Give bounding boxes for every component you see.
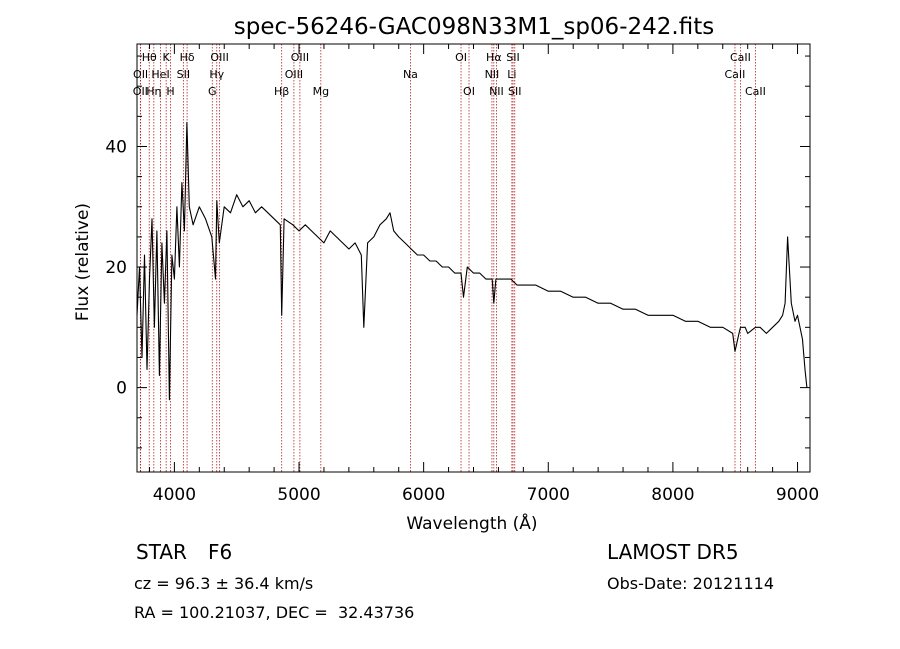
line-label-8: Hδ [180, 51, 195, 64]
coordinates: RA = 100.21037, DEC = 32.43736 [134, 603, 415, 622]
x-tick-label-7000: 7000 [527, 485, 570, 505]
line-label-21: NII [489, 85, 504, 98]
x-tick-label-4000: 4000 [153, 485, 196, 505]
line-label-2: Hθ [142, 51, 157, 64]
line-label-10: Hγ [209, 68, 224, 81]
line-label-3: Hη [146, 85, 161, 98]
object-subclass: F6 [208, 540, 233, 564]
chart-title: spec-56246-GAC098N33M1_sp06-242.fits [234, 14, 714, 40]
line-label-16: Na [403, 68, 418, 81]
y-tick-label-0: 0 [116, 379, 127, 399]
line-label-7: SII [177, 68, 190, 81]
line-label-24: SII [508, 85, 521, 98]
x-tick-label-5000: 5000 [277, 485, 320, 505]
line-label-1: OII [133, 68, 148, 81]
line-markers [139, 44, 756, 472]
plot-frame [136, 43, 811, 473]
line-label-15: Mg [313, 85, 329, 98]
x-tick-label-6000: 6000 [402, 485, 445, 505]
x-axis-label: Wavelength (Å) [406, 512, 537, 534]
y-axis-label: Flux (relative) [73, 203, 93, 321]
line-label-22: Li [507, 68, 516, 81]
line-label-4: HeI [151, 68, 169, 81]
line-label-23: SII [506, 51, 519, 64]
survey-name: LAMOST DR5 [607, 540, 739, 564]
x-tick-label-8000: 8000 [651, 485, 694, 505]
object-class: STAR [136, 540, 187, 564]
observation-date: Obs-Date: 20121114 [607, 574, 775, 593]
spectrum-line-0 [136, 121, 808, 401]
line-label-18: OI [463, 85, 475, 98]
x-tick-label-9000: 9000 [776, 485, 819, 505]
line-label-6: H [166, 85, 174, 98]
line-label-5: K [163, 51, 171, 64]
line-label-20: Hα [486, 51, 502, 64]
spectrum-series [136, 121, 808, 401]
y-tick-label-40: 40 [105, 137, 127, 157]
line-label-25: CaII [725, 68, 746, 81]
line-label-14: OIII [291, 51, 309, 64]
line-label-26: CaII [730, 51, 751, 64]
tick-labels: 4000 5000 6000 7000 8000 9000 0 20 40 [105, 137, 819, 505]
y-tick-label-20: 20 [105, 258, 127, 278]
line-labels: OIIOIIHθHηHeIKHSIIHδGHγOIIIHβOIIIOIIIMgN… [133, 51, 766, 98]
axis-ticks [137, 44, 810, 472]
redshift-velocity: cz = 96.3 ± 36.4 km/s [134, 574, 314, 593]
line-label-12: Hβ [274, 85, 289, 98]
line-label-27: CaII [745, 85, 766, 98]
line-label-9: G [208, 85, 217, 98]
line-label-13: OIII [285, 68, 303, 81]
line-label-11: OIII [210, 51, 228, 64]
line-label-19: NII [485, 68, 500, 81]
line-label-17: OI [455, 51, 467, 64]
